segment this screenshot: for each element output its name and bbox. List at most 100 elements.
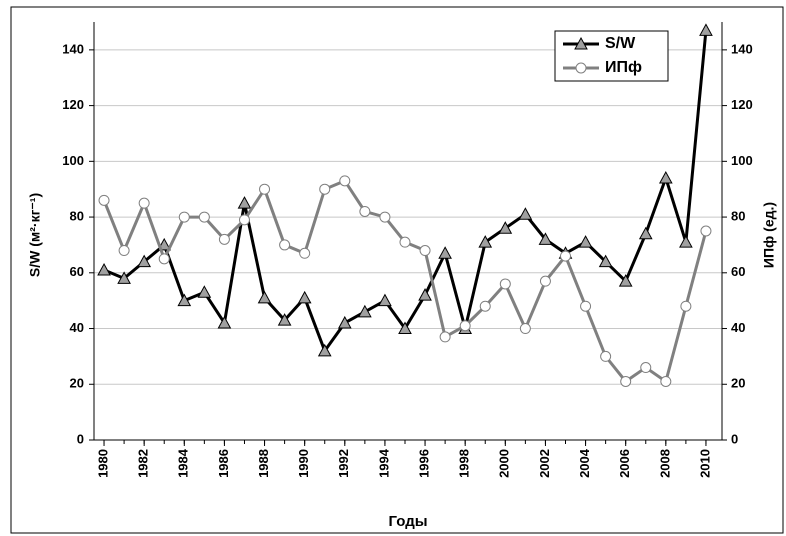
legend-box: [554, 30, 669, 82]
data-point: [358, 304, 372, 318]
data-point: [118, 245, 130, 257]
data-point: [418, 288, 432, 301]
data-point: [700, 225, 712, 237]
x-tick-label: 2006: [617, 449, 632, 478]
data-point: [699, 23, 713, 36]
x-tick-label: 2000: [497, 449, 512, 478]
y2-tick-label: 40: [731, 320, 745, 335]
data-point: [259, 183, 271, 195]
data-point: [578, 235, 593, 248]
x-tick-label: 2002: [537, 449, 552, 478]
data-point: [317, 343, 332, 357]
data-point: [519, 323, 531, 335]
x-tick-label: 2010: [697, 449, 712, 478]
data-point: [518, 207, 533, 220]
x-tick-label: 1982: [136, 449, 151, 478]
x-tick-label: 2008: [657, 449, 672, 478]
data-point: [339, 175, 351, 187]
legend-label: S/W: [605, 35, 636, 52]
y2-tick-label: 20: [731, 376, 745, 391]
data-point: [218, 233, 230, 245]
data-point: [680, 300, 692, 312]
data-point: [217, 315, 232, 329]
data-point: [498, 221, 513, 234]
y-tick-label: 60: [70, 264, 84, 279]
data-point: [299, 247, 311, 259]
y-tick-label: 40: [70, 320, 84, 335]
data-point: [237, 196, 252, 209]
data-point: [638, 226, 653, 240]
x-tick-label: 1986: [216, 449, 231, 478]
data-point: [660, 375, 672, 387]
legend: S/W ИПф: [554, 30, 669, 82]
x-tick-label: 1988: [256, 449, 271, 478]
data-point: [117, 271, 131, 284]
data-point: [600, 350, 612, 362]
data-point: [257, 290, 272, 304]
data-point: [297, 290, 312, 304]
y2-tick-label: 0: [731, 431, 738, 446]
data-point: [399, 236, 411, 248]
data-point: [499, 278, 511, 290]
x-tick-label: 2004: [577, 448, 592, 478]
data-point: [178, 211, 190, 223]
data-point: [97, 262, 111, 276]
data-point: [197, 285, 212, 298]
legend-label: ИПф: [605, 59, 642, 76]
data-point: [277, 313, 292, 326]
y-tick-label: 80: [70, 209, 84, 224]
y-tick-label: 140: [62, 41, 84, 56]
frame: [10, 6, 784, 534]
x-tick-label: 1994: [376, 448, 391, 478]
y2-tick-label: 80: [731, 209, 745, 224]
data-point: [640, 362, 652, 374]
series-line: [102, 178, 708, 384]
data-point: [158, 253, 170, 265]
y-tick-label: 0: [77, 431, 84, 446]
y-axis-label: S/W (м²·кг⁻¹): [27, 193, 43, 277]
y-tick-label: 20: [70, 376, 84, 391]
data-point: [319, 183, 331, 195]
data-point: [439, 331, 451, 343]
x-tick-label: 1984: [176, 448, 191, 478]
x-tick-label: 1990: [296, 449, 311, 478]
data-point: [538, 232, 553, 245]
data-point: [378, 293, 392, 307]
y2-axis-label: ИПф (ед.): [761, 202, 777, 268]
data-point: [620, 375, 632, 387]
x-tick-label: 1980: [95, 449, 110, 478]
x-tick-label: 1998: [457, 449, 472, 478]
legend-marker: [574, 36, 588, 50]
x-tick-label: 1996: [416, 449, 431, 478]
data-point: [198, 211, 210, 223]
data-point: [479, 300, 491, 312]
legend-marker: [575, 62, 587, 74]
data-point: [679, 235, 693, 248]
data-point: [177, 293, 192, 307]
data-point: [478, 235, 493, 248]
y2-tick-label: 140: [731, 41, 753, 56]
data-point: [618, 274, 633, 287]
data-point: [438, 246, 452, 259]
data-point: [379, 211, 391, 223]
y-tick-label: 100: [62, 153, 84, 168]
y2-tick-label: 60: [731, 264, 745, 279]
data-point: [459, 320, 471, 332]
data-point: [138, 197, 150, 209]
data-point: [598, 254, 613, 268]
data-point: [580, 300, 592, 312]
x-axis-label: Годы: [388, 513, 427, 530]
data-point: [238, 214, 250, 226]
data-point: [279, 239, 291, 251]
data-point: [359, 205, 371, 217]
data-point: [560, 250, 572, 262]
x-tick-label: 1992: [336, 449, 351, 478]
y2-tick-label: 100: [731, 153, 753, 168]
y2-tick-label: 120: [731, 97, 753, 112]
data-point: [658, 171, 673, 184]
data-point: [539, 275, 551, 287]
data-point: [337, 315, 352, 329]
y-tick-label: 120: [62, 97, 84, 112]
data-point: [137, 254, 152, 268]
